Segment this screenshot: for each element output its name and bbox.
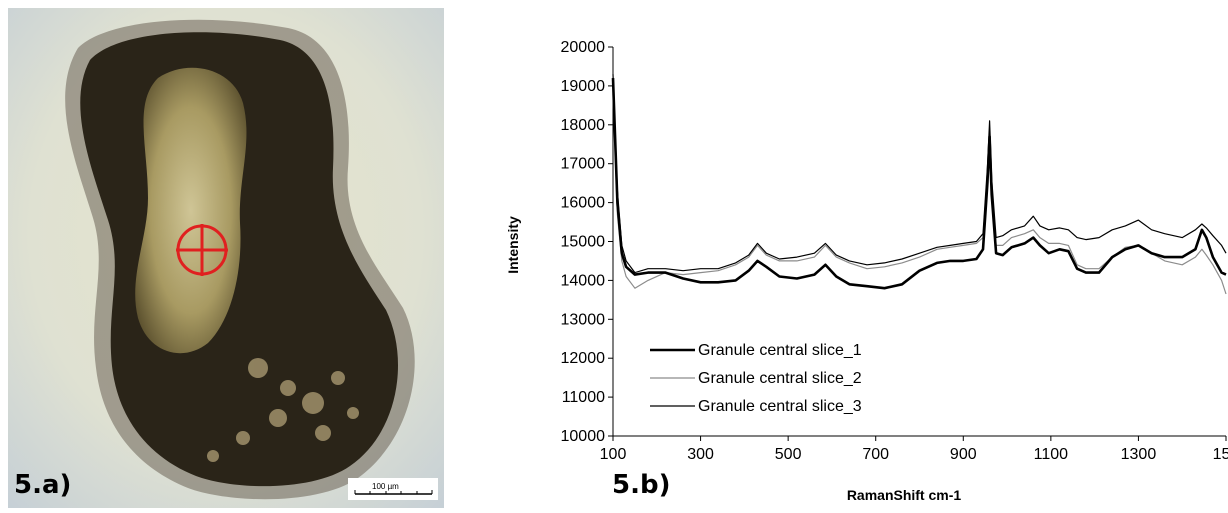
microscope-photo-panel (8, 8, 444, 508)
crosshair-target-icon (176, 224, 228, 276)
granule-inclusions (207, 358, 359, 462)
granule-micrograph (8, 8, 444, 508)
y-axis-title: Intensity (505, 216, 521, 274)
y-tick-label: 10000 (561, 428, 606, 445)
x-tick-label: 1300 (1121, 446, 1157, 463)
y-tick-label: 12000 (561, 350, 606, 367)
scale-bar-label: 100 µm (372, 482, 399, 491)
y-tick-label: 13000 (561, 311, 606, 328)
panel-b-label: 5.b) (612, 470, 671, 500)
x-tick-label: 500 (775, 446, 802, 463)
x-tick-label: 100 (600, 446, 627, 463)
y-tick-label: 11000 (562, 389, 605, 406)
scale-bar (348, 478, 438, 500)
x-tick-label: 900 (950, 446, 977, 463)
y-tick-label: 19000 (561, 78, 606, 95)
y-tick-label: 15000 (561, 234, 606, 251)
y-tick-label: 14000 (561, 272, 606, 289)
series-line-2 (612, 93, 1227, 295)
x-tick-label: 700 (862, 446, 889, 463)
y-tick-label: 17000 (561, 156, 606, 173)
x-tick-label: 1100 (1034, 446, 1069, 463)
legend-label-3: Granule central slice_3 (698, 398, 862, 415)
x-tick-label: 150 (1213, 446, 1228, 463)
series-line-1 (611, 78, 1227, 290)
legend-label-2: Granule central slice_2 (698, 370, 862, 387)
y-tick-label: 20000 (561, 39, 606, 56)
series-line-3 (612, 74, 1227, 274)
panel-a-label: 5.a) (14, 470, 72, 500)
x-tick-label: 300 (687, 446, 714, 463)
granule-core (135, 67, 247, 354)
legend-label-1: Granule central slice_1 (698, 342, 862, 359)
y-tick-label: 16000 (561, 195, 606, 212)
y-tick-label: 18000 (561, 117, 606, 134)
raman-spectrum-chart: 10000 11000 12000 13000 14000 15000 16000 17000… (505, 39, 1228, 503)
x-axis-title: RamanShift cm-1 (847, 487, 962, 503)
